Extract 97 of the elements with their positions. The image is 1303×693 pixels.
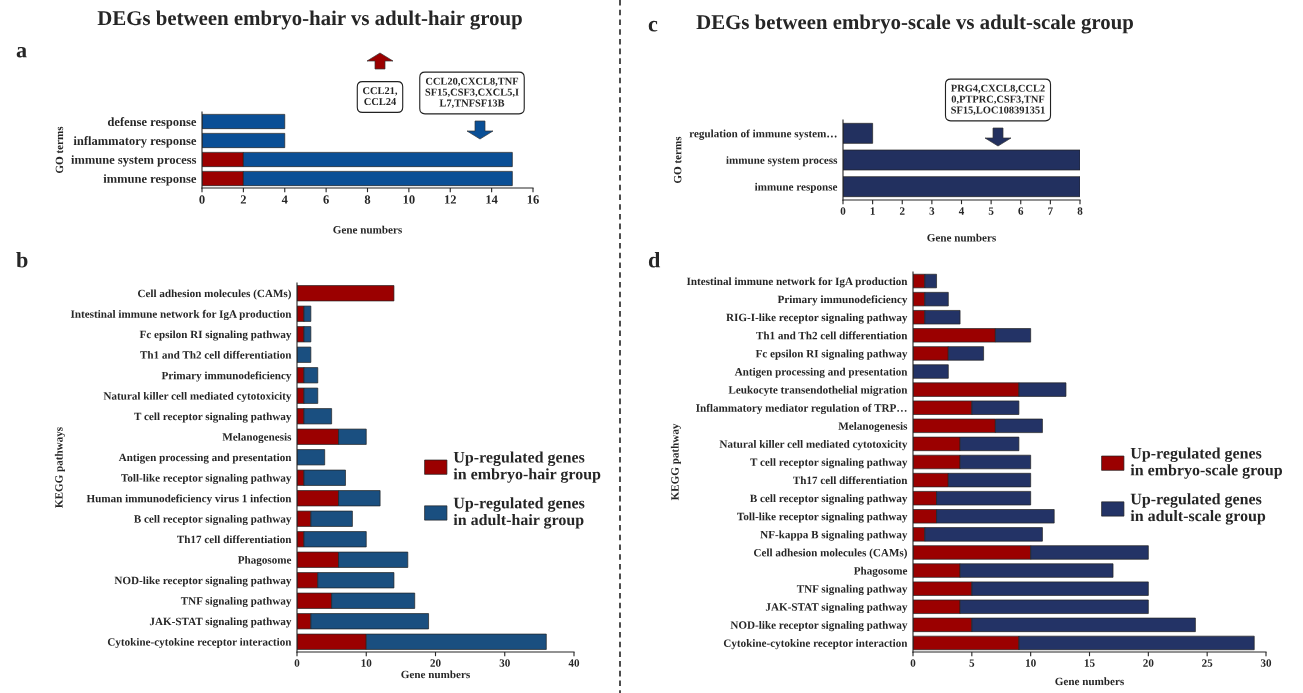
x-tick-label: 10 [1026, 659, 1036, 667]
x-tick-label: 20 [430, 659, 441, 667]
x-tick-label: 2 [899, 207, 905, 215]
y-axis-title: GO terms [55, 126, 64, 174]
text: b [16, 251, 28, 268]
y-tick-label: Th17 cell differentiation [793, 476, 908, 485]
y-tick-label: Cell adhesion molecules (CAMs) [753, 548, 907, 559]
x-tick-label: 8 [364, 195, 371, 204]
y-tick-label: Intestinal immune network for IgA production [70, 309, 292, 321]
x-tick-label: 4 [958, 207, 965, 215]
y-tick-label: NOD-like receptor signaling pathway [730, 621, 908, 632]
y-tick-label: Phagosome [237, 555, 292, 567]
y-tick-label: Natural killer cell mediated cytotoxicity [103, 391, 292, 402]
y-tick-label: Toll-like receptor signaling pathway [737, 512, 908, 523]
x-tick-label: 12 [445, 195, 456, 204]
y-tick-label: B cell receptor signaling pathway [750, 494, 908, 505]
x-axis-title: Gene numbers [1055, 677, 1124, 686]
y-axis-title: KEGG pathways [54, 427, 65, 508]
y-tick-label: Primary immunodeficiency [161, 371, 292, 382]
text: d [648, 251, 661, 268]
y-tick-label: Cytokine-cytokine receptor interaction [107, 637, 292, 648]
text: CCL20,CXCL8,TNF SF15,CSF3,CXCL5,I L7,TNFSF13B [425, 77, 519, 109]
x-tick-label: 30 [499, 659, 510, 667]
y-tick-label: immune response [754, 182, 838, 193]
x-tick-label: 15 [1084, 659, 1095, 667]
y-tick-label: Toll-like receptor signaling pathway [121, 473, 292, 485]
legend-label: Up-regulated genes in adult-hair group [453, 497, 585, 529]
x-tick-label: 7 [1048, 207, 1053, 215]
y-tick-label: Fc epsilon RI signaling pathway [139, 330, 292, 341]
x-tick-label: 0 [294, 659, 300, 667]
legend-label: Up-regulated genes in embryo-scale group [1130, 447, 1283, 479]
y-tick-label: immune system process [726, 156, 838, 167]
x-tick-label: 6 [1018, 207, 1024, 215]
x-tick-label: 5 [988, 207, 994, 215]
y-tick-label: Th1 and Th2 cell differentiation [756, 331, 908, 340]
y-tick-label: Th17 cell differentiation [177, 535, 292, 544]
y-tick-label: immune system process [71, 155, 197, 167]
legend-label: Up-regulated genes in adult-scale group [1130, 493, 1266, 525]
x-tick-label: 14 [486, 195, 498, 204]
legend-label: Up-regulated genes in embryo-hair group [453, 451, 601, 483]
y-axis-title: GO terms [673, 136, 682, 184]
x-tick-label: 2 [240, 195, 246, 204]
y-tick-label: Primary immunodeficiency [777, 295, 908, 306]
y-tick-label: T cell receptor signaling pathway [750, 458, 908, 469]
text: a [16, 46, 27, 58]
x-tick-label: 20 [1143, 659, 1154, 667]
y-tick-label: Fc epsilon RI signaling pathway [755, 349, 908, 360]
x-tick-label: 0 [840, 207, 846, 215]
y-tick-label: Cell adhesion molecules (CAMs) [137, 289, 291, 300]
x-tick-label: 1 [870, 207, 875, 215]
y-tick-label: Inflammatory mediator regulation of TRP… [696, 403, 907, 415]
y-tick-label: Leukocyte transendothelial migration [728, 385, 908, 396]
y-tick-label: Th1 and Th2 cell differentiation [140, 350, 292, 359]
x-tick-label: 4 [281, 195, 288, 204]
text: PRG4,CXCL8,CCL2 0,PTPRC,CSF3,TNF SF15,LOC108391351 [951, 84, 1045, 116]
y-tick-label: Intestinal immune network for IgA production [686, 277, 908, 288]
chart-title: DEGs between embryo-hair vs adult-hair group [97, 10, 522, 30]
y-tick-label: defense response [107, 117, 197, 129]
y-tick-label: TNF signaling pathway [796, 584, 908, 595]
chart-title: DEGs between embryo-scale vs adult-scale group [696, 14, 1133, 34]
x-tick-label: 0 [199, 195, 205, 204]
x-tick-label: 8 [1077, 207, 1083, 215]
x-tick-label: 0 [910, 659, 916, 667]
x-tick-label: 6 [323, 195, 329, 204]
y-tick-label: Antigen processing and presentation [118, 453, 292, 464]
y-tick-label: regulation of immune system… [689, 129, 837, 140]
x-axis-title: Gene numbers [401, 670, 470, 679]
y-tick-label: NF-kappa B signaling pathway [760, 530, 908, 541]
y-tick-label: TNF signaling pathway [180, 596, 292, 608]
y-tick-label: B cell receptor signaling pathway [134, 514, 292, 526]
y-tick-label: JAK-STAT signaling pathway [149, 617, 292, 628]
y-tick-label: Melanogenesis [222, 432, 292, 444]
y-tick-label: Human immunodeficiency virus 1 infection [86, 494, 292, 505]
x-axis-title: Gene numbers [333, 225, 402, 234]
text: CCL21, CCL24 [363, 87, 398, 106]
y-tick-label: Cytokine-cytokine receptor interaction [723, 639, 908, 650]
x-tick-label: 3 [929, 207, 935, 215]
x-tick-label: 10 [403, 195, 415, 204]
x-tick-label: 16 [527, 195, 539, 204]
y-tick-label: Melanogenesis [838, 421, 908, 433]
y-axis-title: KEGG pathway [670, 423, 681, 501]
y-tick-label: Natural killer cell mediated cytotoxicity [719, 440, 908, 451]
x-tick-label: 10 [361, 659, 372, 667]
x-tick-label: 5 [969, 659, 975, 667]
x-tick-label: 30 [1260, 659, 1272, 667]
y-tick-label: Phagosome [853, 566, 908, 577]
x-axis-title: Gene numbers [927, 233, 996, 242]
y-tick-label: JAK-STAT signaling pathway [765, 602, 908, 614]
y-tick-label: immune response [103, 174, 197, 186]
y-tick-label: Antigen processing and presentation [734, 367, 908, 378]
y-tick-label: inflammatory response [73, 136, 197, 148]
x-tick-label: 40 [568, 659, 580, 667]
y-tick-label: RIG-I-like receptor signaling pathway [726, 313, 908, 324]
y-tick-label: NOD-like receptor signaling pathway [114, 576, 292, 587]
text: c [648, 20, 658, 32]
y-tick-label: T cell receptor signaling pathway [134, 412, 292, 423]
x-tick-label: 25 [1202, 659, 1213, 667]
